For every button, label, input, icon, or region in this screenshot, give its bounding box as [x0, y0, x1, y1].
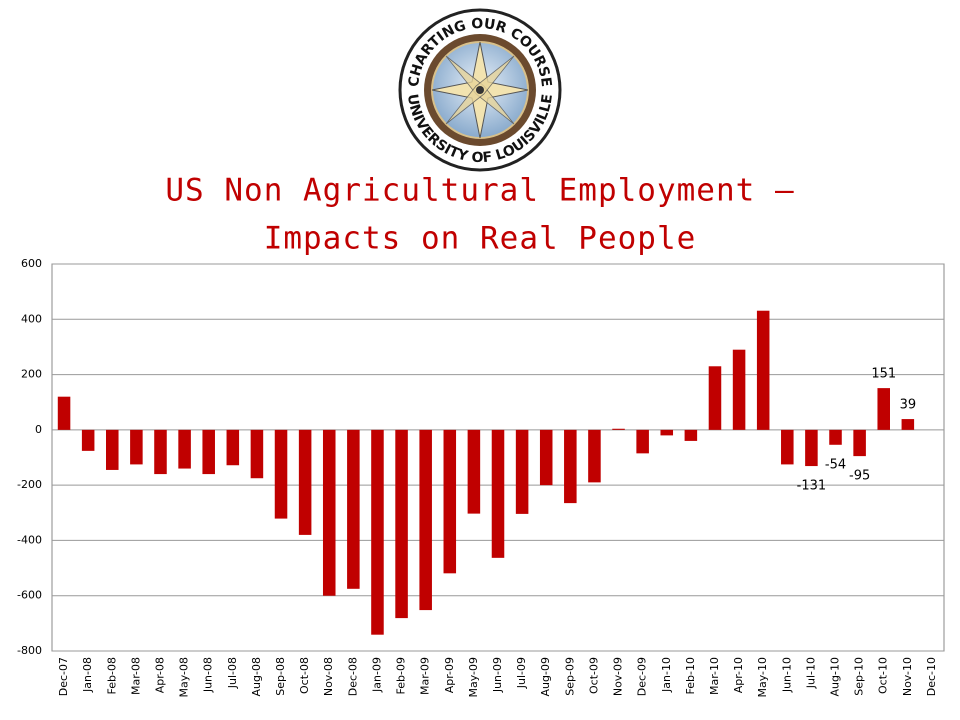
bar [491, 429, 505, 558]
x-tick-label: Dec-09 [636, 657, 649, 696]
bar [57, 396, 71, 430]
x-tick-label: May-09 [467, 657, 480, 698]
bar [781, 429, 794, 465]
bar [178, 429, 191, 469]
bar [347, 429, 360, 589]
chart-title: US Non Agricultural Employment – [165, 173, 794, 209]
data-label: -95 [849, 469, 870, 484]
bar [539, 429, 553, 486]
bar [515, 429, 529, 514]
bar [274, 429, 288, 519]
x-tick-label: Apr-10 [732, 657, 745, 693]
bar [395, 429, 408, 619]
x-tick-label: Feb-08 [105, 657, 118, 694]
y-tick-label: 200 [21, 368, 42, 381]
bar [322, 429, 336, 596]
bar [756, 310, 770, 430]
x-tick-label: Aug-08 [250, 657, 263, 696]
x-tick-label: Feb-09 [395, 657, 408, 694]
x-tick-label: Mar-08 [129, 657, 142, 695]
x-tick-label: Jul-08 [226, 657, 239, 689]
data-label: 39 [900, 398, 917, 413]
y-tick-label: 0 [35, 423, 42, 436]
x-tick-label: Mar-09 [419, 657, 432, 695]
x-tick-label: Jan-08 [81, 657, 94, 693]
bar [81, 429, 95, 451]
bar [298, 429, 312, 535]
data-label: -131 [797, 479, 827, 494]
x-tick-label: Sep-08 [274, 657, 287, 696]
bar [371, 429, 384, 635]
y-tick-label: 400 [21, 312, 42, 325]
bar [853, 429, 866, 457]
y-tick-label: -400 [17, 533, 42, 546]
x-tick-label: Aug-09 [539, 657, 552, 696]
bar [877, 388, 890, 430]
bar [612, 428, 625, 430]
x-tick-label: Oct-09 [587, 657, 600, 694]
x-tick-label: Dec-08 [346, 657, 359, 696]
x-tick-label: Jun-10 [780, 657, 793, 693]
x-tick-label: Jan-10 [660, 657, 673, 693]
bar [805, 429, 818, 467]
x-tick-label: Dec-07 [57, 657, 70, 696]
bar [202, 429, 215, 475]
x-tick-label: Apr-09 [443, 657, 456, 693]
x-tick-label: Nov-09 [612, 657, 625, 696]
bar [829, 429, 842, 445]
x-tick-label: Apr-08 [153, 657, 166, 693]
x-tick-label: Sep-09 [563, 657, 576, 696]
bar [564, 429, 577, 504]
y-tick-label: 600 [21, 257, 42, 270]
bar [684, 429, 698, 441]
bar [636, 429, 649, 454]
x-tick-label: Aug-10 [829, 657, 842, 696]
bar [250, 429, 264, 479]
bar [443, 429, 457, 574]
x-tick-label: Jan-09 [370, 657, 383, 693]
x-tick-label: May-10 [756, 657, 769, 698]
data-label: -54 [825, 457, 846, 472]
bar [419, 429, 432, 611]
bar [660, 429, 674, 436]
x-tick-label: Mar-10 [708, 657, 721, 695]
y-tick-label: -800 [17, 644, 42, 657]
x-tick-label: Jun-09 [491, 657, 504, 693]
x-tick-label: Jun-08 [202, 657, 215, 693]
data-label: 151 [871, 367, 896, 382]
logo: CHARTING OUR COURSE UNIVERSITY OF LOUISV… [398, 8, 562, 172]
x-tick-label: Oct-08 [298, 657, 311, 694]
x-tick-label: Sep-10 [853, 657, 866, 696]
bar [226, 429, 240, 466]
x-tick-label: Feb-10 [684, 657, 697, 694]
x-tick-label: Oct-10 [877, 657, 890, 694]
bar [901, 419, 915, 430]
x-tick-label: Nov-10 [901, 657, 914, 696]
x-tick-label: Nov-08 [322, 657, 335, 696]
y-tick-label: -600 [17, 589, 42, 602]
x-tick-label: Dec-10 [925, 657, 938, 696]
y-tick-label: -200 [17, 478, 42, 491]
x-tick-label: May-08 [178, 657, 191, 698]
bar [130, 429, 143, 465]
chart-title: Impacts on Real People [264, 221, 697, 257]
bar [708, 366, 722, 430]
bar [588, 429, 601, 483]
bar [106, 429, 119, 470]
bar [732, 349, 746, 430]
bar [467, 429, 481, 514]
x-tick-label: Jul-09 [515, 657, 528, 689]
bar [154, 429, 167, 475]
x-tick-label: Jul-10 [804, 657, 817, 689]
